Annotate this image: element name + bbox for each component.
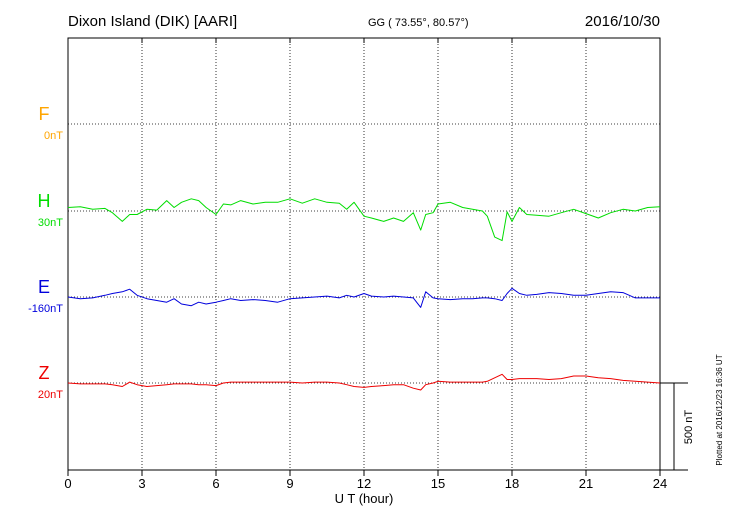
x-tick-label: 9 [286,476,293,491]
channel-label-e: E [38,277,50,297]
x-axis-label: U T (hour) [335,491,394,506]
plotted-note: Plotted at 2016/12/23 16:36 UT [715,354,724,465]
x-tick-label: 12 [357,476,371,491]
series-line-e [67,287,660,308]
channel-baseline-e: -160nT [28,303,63,315]
channel-label-h: H [38,191,51,211]
x-axis-ticks: 0 3 6 9 12 15 18 21 24 [64,38,667,491]
channel-baseline-f: 0nT [44,130,63,142]
channel-label-z: Z [39,363,50,383]
series-layer [67,198,661,391]
date-label: 2016/10/30 [585,13,660,30]
series-line-z [67,373,661,391]
channel-labels: F 0nT H 30nT E -160nT Z 20nT [28,104,63,401]
x-tick-label: 18 [505,476,519,491]
series-line-h [67,198,661,242]
channel-baseline-h: 30nT [38,217,63,229]
channel-label-f: F [39,104,50,124]
x-tick-label: 15 [431,476,445,491]
geographic-coords: GG ( 73.55°, 80.57°) [368,17,469,29]
x-tick-label: 6 [212,476,219,491]
x-tick-label: 3 [138,476,145,491]
scale-bar-label: 500 nT [683,410,695,445]
x-tick-label: 24 [653,476,667,491]
grid [68,38,660,470]
x-tick-label: 0 [64,476,71,491]
scale-bar: 500 nT [660,382,695,471]
station-title: Dixon Island (DIK) [AARI] [68,13,237,30]
x-tick-label: 21 [579,476,593,491]
channel-baseline-z: 20nT [38,389,63,401]
